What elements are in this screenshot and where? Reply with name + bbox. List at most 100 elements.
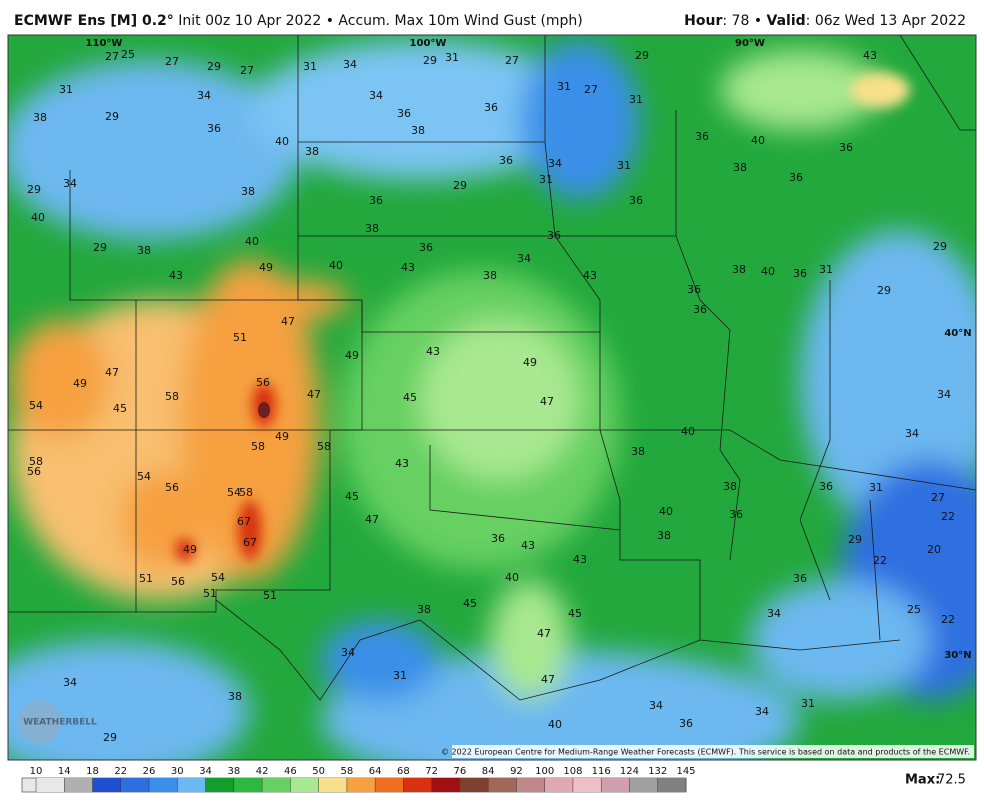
gust-value: 36	[839, 141, 853, 154]
gust-value: 51	[263, 589, 277, 602]
gust-value: 38	[723, 480, 737, 493]
gust-value: 38	[33, 111, 47, 124]
colorbar-segment	[177, 778, 206, 792]
hour-text: : 78 •	[722, 13, 766, 29]
gust-value: 54	[137, 470, 151, 483]
gust-value: 38	[411, 124, 425, 137]
gust-value: 31	[445, 51, 459, 64]
gust-value: 47	[540, 395, 554, 408]
colorbar-segment	[233, 778, 263, 792]
gust-value: 31	[303, 60, 317, 73]
gust-value: 58	[317, 440, 331, 453]
colorbar-tick-label: 10	[30, 766, 43, 777]
title: ECMWF Ens [M] 0.2° Init 00z 10 Apr 2022 …	[14, 13, 583, 29]
grid-label: 100°W	[410, 38, 447, 49]
gust-value: 36	[499, 154, 513, 167]
gust-value: 36	[819, 480, 833, 493]
max-value: 72.5	[937, 773, 966, 788]
gust-value: 40	[245, 235, 259, 248]
colorbar-segment	[290, 778, 319, 792]
gust-value: 34	[63, 676, 77, 689]
colorbar-tick-label: 46	[284, 766, 297, 777]
gust-value: 20	[927, 543, 941, 556]
colorbar-tick-label: 145	[676, 766, 695, 777]
gust-value: 31	[629, 93, 643, 106]
colorbar: 10 14 18 22 26 30 34 38 42 46 50 58 64 68 72 76 84 92 100 1…	[21, 766, 696, 793]
gust-value: 27	[584, 83, 598, 96]
gust-value: 51	[203, 587, 217, 600]
colorbar-segment	[601, 778, 630, 792]
colorbar-tick-label: 50	[312, 766, 325, 777]
valid-label: Valid	[767, 13, 806, 29]
gust-value: 43	[426, 345, 440, 358]
gust-value: 34	[63, 177, 77, 190]
gust-value: 45	[345, 490, 359, 503]
colorbar-tick-label: 26	[143, 766, 156, 777]
gust-value: 38	[228, 690, 242, 703]
gust-value: 36	[547, 229, 561, 242]
gust-value: 36	[679, 717, 693, 730]
gust-value: 43	[583, 269, 597, 282]
gust-value: 51	[139, 572, 153, 585]
gust-value: 29	[877, 284, 891, 297]
gust-value: 58	[165, 390, 179, 403]
grid-label: 90°W	[735, 38, 765, 49]
gust-value: 38	[733, 161, 747, 174]
gust-value: 36	[484, 101, 498, 114]
gust-value: 36	[687, 283, 701, 296]
gust-value: 49	[183, 543, 197, 556]
gust-value: 58	[251, 440, 265, 453]
gust-value: 38	[365, 222, 379, 235]
gust-value: 29	[635, 49, 649, 62]
colorbar-tick-label: 34	[199, 766, 212, 777]
gust-value: 36	[369, 194, 383, 207]
map-frame	[7, 34, 977, 761]
gust-value: 38	[241, 185, 255, 198]
gust-value: 31	[393, 669, 407, 682]
gust-value: 40	[31, 211, 45, 224]
colorbar-segment	[64, 778, 93, 792]
colorbar-tick-label: 132	[648, 766, 667, 777]
colorbar-tick-label: 100	[535, 766, 554, 777]
gust-value: 34	[548, 157, 562, 170]
gust-value: 27	[931, 491, 945, 504]
credit-bg	[452, 745, 974, 758]
gust-value: 43	[395, 457, 409, 470]
gust-value: 31	[869, 481, 883, 494]
colorbar-segment	[488, 778, 517, 792]
gust-value: 40	[329, 259, 343, 272]
gust-value: 31	[801, 697, 815, 710]
gust-value: 49	[73, 377, 87, 390]
gust-value: 54	[227, 486, 241, 499]
gust-value: 31	[59, 83, 73, 96]
gust-value: 34	[369, 89, 383, 102]
gust-value: 36	[729, 508, 743, 521]
gust-value: 36	[629, 194, 643, 207]
gust-value: 56	[256, 376, 270, 389]
gust-value: 31	[557, 80, 571, 93]
gust-value: 47	[541, 673, 555, 686]
gust-value: 49	[345, 349, 359, 362]
gust-value: 45	[568, 607, 582, 620]
gust-value: 56	[165, 481, 179, 494]
colorbar-segment	[318, 778, 347, 792]
gust-value: 54	[211, 571, 225, 584]
gust-value: 54	[29, 399, 43, 412]
gust-value: 36	[793, 267, 807, 280]
gust-value: 34	[905, 427, 919, 440]
colorbar-segment	[572, 778, 602, 792]
gust-value: 58	[29, 455, 43, 468]
valid-time: Hour: 78 • Valid: 06z Wed 13 Apr 2022	[684, 13, 966, 29]
colorbar-segment	[459, 778, 489, 792]
hour-label: Hour	[684, 13, 722, 29]
gust-value: 67	[243, 536, 257, 549]
colorbar-tick-label: 76	[454, 766, 467, 777]
gust-value: 22	[941, 510, 955, 523]
colorbar-segment	[516, 778, 545, 792]
gust-value: 34	[343, 58, 357, 71]
valid-text: : 06z Wed 13 Apr 2022	[806, 13, 966, 29]
logo-mark	[18, 700, 62, 744]
colorbar-tick-label: 108	[563, 766, 582, 777]
